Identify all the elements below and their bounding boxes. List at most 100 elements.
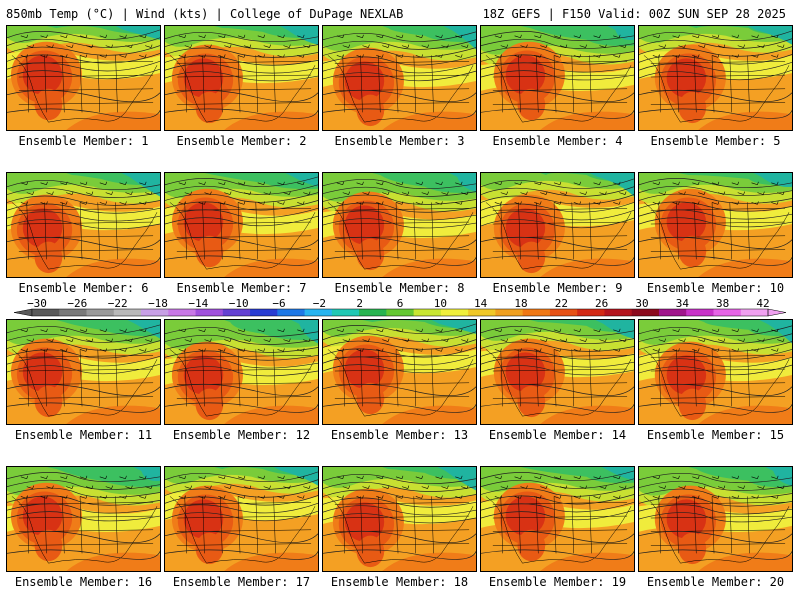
temperature-map [481, 173, 634, 277]
temperature-map [165, 320, 318, 424]
temperature-map [165, 467, 318, 571]
colorbar-segment [113, 309, 142, 316]
temperature-map [323, 26, 476, 130]
ensemble-member-label: Ensemble Member: 3 [334, 134, 465, 148]
run-valid-time: 18Z GEFS | F150 Valid: 00Z SUN SEP 28 20… [482, 7, 786, 21]
colorbar-segment [468, 309, 496, 316]
colorbar-segment [331, 309, 360, 316]
ensemble-member-label: Ensemble Member: 8 [334, 281, 465, 295]
ensemble-member-map [638, 319, 793, 425]
colorbar-tick-label: −22 [107, 297, 128, 310]
colorbar-segment [658, 309, 687, 316]
colorbar-segment [631, 309, 660, 316]
ensemble-member-map [164, 172, 319, 278]
colorbar-tick-label: −10 [228, 297, 249, 310]
colorbar-segment [277, 309, 306, 316]
ensemble-member-map [638, 25, 793, 131]
ensemble-member-map [164, 466, 319, 572]
colorbar-segment [386, 309, 415, 316]
ensemble-member-map [6, 319, 161, 425]
colorbar-segment [522, 309, 551, 316]
ensemble-member-label: Ensemble Member: 9 [492, 281, 623, 295]
ensemble-member-map [480, 172, 635, 278]
ensemble-member-label: Ensemble Member: 7 [176, 281, 307, 295]
colorbar-segment [222, 309, 251, 316]
colorbar-segment [740, 309, 769, 316]
temperature-map [481, 467, 634, 571]
colorbar-segment [141, 309, 169, 316]
ensemble-member-map [638, 172, 793, 278]
colorbar-segment [686, 309, 714, 316]
ensemble-member-map [638, 466, 793, 572]
header: 850mb Temp (°C) | Wind (kts) | College o… [0, 0, 800, 24]
ensemble-member-label: Ensemble Member: 15 [646, 428, 785, 442]
colorbar-segment [604, 309, 633, 316]
colorbar-tick-label: −30 [27, 297, 47, 310]
ensemble-member-label: Ensemble Member: 1 [18, 134, 149, 148]
colorbar-tick-label: 10 [433, 297, 447, 310]
temperature-map [639, 467, 792, 571]
ensemble-member-label: Ensemble Member: 16 [14, 575, 153, 589]
temperature-map [323, 320, 476, 424]
ensemble-member-map [322, 172, 477, 278]
ensemble-member-map [164, 25, 319, 131]
colorbar-bar [13, 308, 787, 317]
colorbar-segment [59, 309, 88, 316]
ensemble-member-label: Ensemble Member: 2 [176, 134, 307, 148]
temperature-map [323, 173, 476, 277]
temperature-map [7, 173, 160, 277]
colorbar-tick-label: −2 [312, 297, 326, 310]
ensemble-member-map [322, 25, 477, 131]
colorbar-segment [440, 309, 469, 316]
temperature-map [7, 26, 160, 130]
colorbar-segment [168, 309, 197, 316]
map-title: 850mb Temp (°C) | Wind (kts) | College o… [6, 7, 404, 21]
colorbar-tick-label: 22 [554, 297, 568, 310]
colorbar-tick-label: 30 [635, 297, 649, 310]
colorbar-segment [195, 309, 224, 316]
colorbar-segment [32, 309, 60, 316]
colorbar-tick-label: −14 [188, 297, 209, 310]
ensemble-member-map [480, 25, 635, 131]
colorbar-tick-label: 6 [396, 297, 404, 310]
colorbar-segment [250, 309, 278, 316]
temperature-map [165, 173, 318, 277]
ensemble-member-label: Ensemble Member: 19 [488, 575, 627, 589]
temperature-colorbar: −30 −26 −22 −18 −14 −10 −6 −2 2 6 10 14 18 22 26 30 34 38… [10, 297, 790, 319]
ensemble-member-map [6, 466, 161, 572]
colorbar-segment [495, 309, 524, 316]
ensemble-member-label: Ensemble Member: 18 [330, 575, 469, 589]
temperature-map [7, 320, 160, 424]
colorbar-tick-label: 18 [514, 297, 528, 310]
temperature-map [323, 467, 476, 571]
colorbar-tick-label: 42 [756, 297, 770, 310]
ensemble-member-map [322, 466, 477, 572]
ensemble-member-label: Ensemble Member: 11 [14, 428, 153, 442]
ensemble-member-label: Ensemble Member: 20 [646, 575, 785, 589]
temperature-map [481, 320, 634, 424]
ensemble-member-label: Ensemble Member: 10 [646, 281, 785, 295]
colorbar-tick-label: −6 [272, 297, 286, 310]
ensemble-member-label: Ensemble Member: 5 [650, 134, 781, 148]
colorbar-segment [359, 309, 387, 316]
colorbar-segment [86, 309, 115, 316]
colorbar-tick-label: 38 [716, 297, 730, 310]
temperature-map [639, 173, 792, 277]
ensemble-member-map [480, 319, 635, 425]
ensemble-member-label: Ensemble Member: 13 [330, 428, 469, 442]
colorbar-segment [713, 309, 742, 316]
colorbar-tick-label: 2 [356, 297, 363, 310]
colorbar-tick-label: 34 [675, 297, 689, 310]
temperature-map [639, 320, 792, 424]
ensemble-member-map [322, 319, 477, 425]
colorbar-segment [549, 309, 578, 316]
temperature-map [639, 26, 792, 130]
colorbar-tick-label: 14 [474, 297, 488, 310]
ensemble-member-map [6, 172, 161, 278]
temperature-map [481, 26, 634, 130]
ensemble-member-label: Ensemble Member: 14 [488, 428, 627, 442]
ensemble-member-map [164, 319, 319, 425]
ensemble-member-label: Ensemble Member: 6 [18, 281, 149, 295]
colorbar-tick-label: 26 [595, 297, 609, 310]
